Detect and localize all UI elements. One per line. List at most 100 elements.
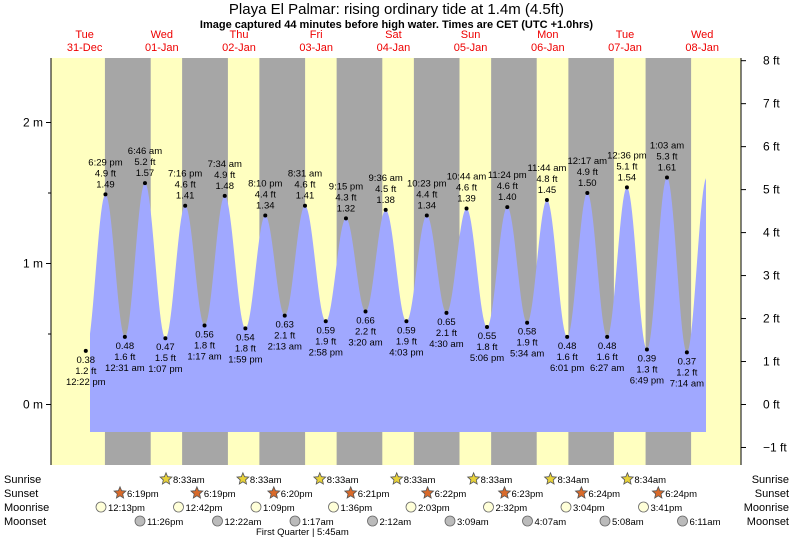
low-tide-time: 1:17 am xyxy=(187,352,221,363)
high-tide-point xyxy=(664,175,669,180)
low-tide-time: 4:30 am xyxy=(429,339,463,350)
low-tide-feet: 1.6 ft xyxy=(114,352,135,363)
high-tide-metres: 1.34 xyxy=(256,201,275,212)
high-tide-feet: 5.1 ft xyxy=(616,161,637,172)
sunset-icon xyxy=(343,485,358,499)
day-date-label: 04-Jan xyxy=(377,42,411,54)
sunrise-icon xyxy=(543,471,558,485)
sunrise-time: 8:33am xyxy=(250,475,282,486)
sunrise-icon xyxy=(620,471,635,485)
low-tide-time: 2:58 pm xyxy=(309,347,343,358)
high-tide-metres: 1.39 xyxy=(457,194,476,205)
left-tick-label: 2 m xyxy=(23,116,43,130)
low-tide-metres: 0.58 xyxy=(518,327,537,338)
right-tick-label: 2 ft xyxy=(763,312,780,326)
low-tide-metres: 0.54 xyxy=(236,332,255,343)
high-tide-metres: 1.50 xyxy=(578,178,597,189)
page-title: Playa El Palmar: rising ordinary tide at… xyxy=(228,1,565,18)
high-tide-point xyxy=(183,203,188,208)
low-tide-metres: 0.59 xyxy=(397,325,416,336)
low-tide-time: 1:59 pm xyxy=(228,354,262,365)
low-tide-point xyxy=(363,309,368,314)
low-tide-point xyxy=(444,310,449,315)
low-tide-metres: 0.55 xyxy=(478,331,497,342)
high-tide-feet: 4.6 ft xyxy=(497,181,518,192)
sunset-time: 6:19pm xyxy=(127,489,159,500)
high-tide-metres: 1.48 xyxy=(215,181,234,192)
moonrise-icon xyxy=(328,501,339,513)
high-tide-feet: 4.5 ft xyxy=(375,184,396,195)
low-tide-point xyxy=(122,334,127,339)
high-tide-time: 8:31 am xyxy=(288,169,322,180)
sunset-time: 6:22pm xyxy=(435,489,467,500)
moonrise-time: 12:13pm xyxy=(108,503,145,514)
right-tick-label: 0 ft xyxy=(763,398,780,412)
sunrise-time: 8:34am xyxy=(634,475,666,486)
low-tide-feet: 1.6 ft xyxy=(597,352,618,363)
low-tide-point xyxy=(404,319,409,324)
high-tide-metres: 1.54 xyxy=(618,172,637,183)
low-tide-point xyxy=(163,336,168,341)
low-tide-metres: 0.48 xyxy=(598,341,617,352)
high-tide-point xyxy=(263,213,268,218)
moonrise-time: 12:42pm xyxy=(186,503,223,514)
sunset-time: 6:20pm xyxy=(281,489,313,500)
moonrise-time: 1:36pm xyxy=(341,503,373,514)
moonrise-time: 3:41pm xyxy=(651,503,683,514)
sunset-time: 6:24pm xyxy=(665,489,697,500)
sunset-time: 6:24pm xyxy=(588,489,620,500)
moonset-time: 1:17am xyxy=(302,517,334,528)
low-tide-time: 6:49 pm xyxy=(630,376,664,387)
high-tide-metres: 1.34 xyxy=(418,201,437,212)
low-tide-metres: 0.48 xyxy=(558,341,577,352)
moonset-row-label-right: Moonset xyxy=(747,516,789,528)
low-tide-metres: 0.39 xyxy=(638,354,657,365)
sunrise-time: 8:34am xyxy=(558,475,590,486)
high-tide-point xyxy=(505,205,510,210)
sunset-icon xyxy=(420,485,435,499)
low-tide-point xyxy=(565,334,570,339)
day-weekday-label: Fri xyxy=(310,29,323,41)
day-weekday-label: Tue xyxy=(616,29,635,41)
low-tide-point xyxy=(644,347,649,352)
low-tide-feet: 1.3 ft xyxy=(636,365,657,376)
moonset-time: 2:12am xyxy=(380,517,412,528)
high-tide-metres: 1.38 xyxy=(376,195,395,206)
low-tide-metres: 0.65 xyxy=(437,317,456,328)
moonrise-icon xyxy=(405,501,417,513)
day-weekday-label: Tue xyxy=(75,29,94,41)
low-tide-point xyxy=(202,323,207,328)
moonset-icon xyxy=(522,515,533,527)
high-tide-time: 9:15 pm xyxy=(329,181,363,192)
moonrise-icon xyxy=(250,501,262,513)
sunrise-icon xyxy=(466,471,481,485)
day-labels: Tue31-DecWed01-JanThu02-JanFri03-JanSat0… xyxy=(67,29,719,54)
high-tide-point xyxy=(624,185,629,190)
moonset-time: 6:11am xyxy=(690,517,721,528)
low-tide-feet: 1.2 ft xyxy=(676,367,697,378)
day-date-label: 01-Jan xyxy=(145,42,179,54)
low-tide-feet: 1.9 ft xyxy=(396,336,417,347)
high-tide-metres: 1.57 xyxy=(136,168,155,179)
moonset-time: 11:26pm xyxy=(147,517,183,528)
moonrise-time: 3:04pm xyxy=(573,503,605,514)
day-weekday-label: Thu xyxy=(230,29,249,41)
right-tick-label: 3 ft xyxy=(763,269,780,283)
high-tide-point xyxy=(585,191,590,195)
high-tide-time: 12:36 pm xyxy=(607,150,647,161)
low-tide-time: 2:13 am xyxy=(268,342,302,353)
high-tide-time: 11:44 am xyxy=(527,163,566,174)
low-tide-point xyxy=(83,348,88,353)
high-tide-metres: 1.49 xyxy=(96,179,115,190)
low-tide-time: 4:03 pm xyxy=(389,347,423,358)
moonrise-row-label: Moonrise xyxy=(4,502,49,514)
low-tide-point xyxy=(605,334,610,339)
high-tide-point xyxy=(302,203,307,208)
high-tide-point xyxy=(343,216,348,221)
low-tide-feet: 1.6 ft xyxy=(557,352,578,363)
low-tide-feet: 1.2 ft xyxy=(75,366,96,377)
low-tide-metres: 0.38 xyxy=(77,355,96,366)
high-tide-point xyxy=(383,207,388,212)
day-date-label: 07-Jan xyxy=(608,42,642,54)
sunset-row-label: Sunset xyxy=(4,488,38,500)
